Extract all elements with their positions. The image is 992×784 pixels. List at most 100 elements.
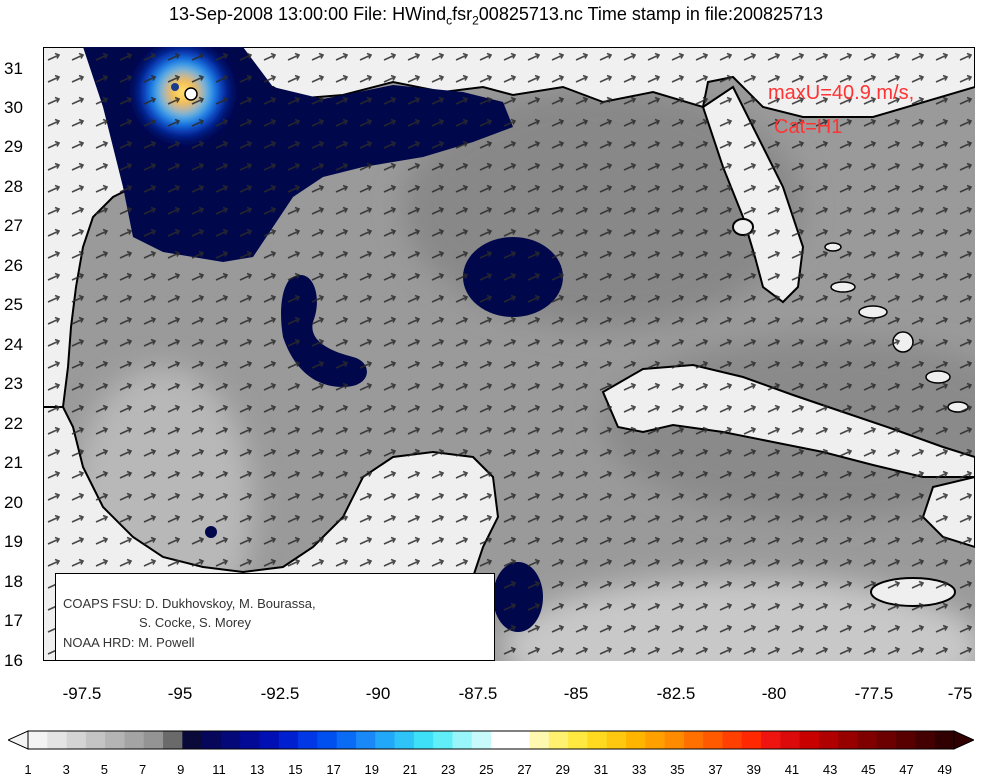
lat-label-20: 20 [4, 493, 23, 512]
colorbar-swatch [143, 731, 164, 749]
colorbar-label: 49 [937, 762, 952, 777]
colorbar-swatch [47, 731, 68, 749]
wind-map-canvas [43, 47, 975, 661]
colorbar-swatch [510, 731, 531, 749]
lon-label-80: -80 [761, 684, 787, 703]
colorbar-swatch [568, 731, 588, 749]
colorbar-label: 3 [62, 762, 70, 777]
colorbar-swatch [703, 731, 723, 749]
colorbar-label: 1 [24, 762, 32, 777]
category-annotation: Cat=H1 [774, 116, 843, 138]
colorbar-swatch [317, 731, 338, 749]
lat-label-29: 29 [4, 137, 23, 156]
colorbar-swatch [626, 731, 646, 749]
colorbar-label: 5 [100, 762, 108, 777]
colorbar-swatch [529, 731, 550, 749]
colorbar-swatch [896, 731, 916, 749]
lon-label-90: -90 [365, 684, 391, 703]
colorbar-max-arrow [953, 730, 974, 750]
colorbar-label: 11 [212, 762, 226, 777]
colorbar-swatch [433, 731, 453, 749]
colorbar-swatch [298, 731, 318, 749]
colorbar-swatch [452, 731, 473, 749]
credits-line-2: S. Cocke, S. Morey [139, 615, 251, 630]
colorbar-swatch [182, 731, 203, 749]
colorbar-label: 17 [326, 762, 341, 777]
colorbar-swatch [220, 731, 241, 749]
colorbar-label: 23 [440, 762, 456, 777]
colorbar-label: 9 [177, 762, 185, 777]
credits-line-1: COAPS FSU: D. Dukhovskoy, M. Bourassa, [63, 596, 316, 611]
colorbar-swatch [471, 731, 492, 749]
lat-label-19: 19 [4, 532, 23, 551]
colorbar-swatch [355, 731, 376, 749]
colorbar-label: 45 [861, 762, 876, 777]
colorbar-swatch [683, 731, 704, 749]
lon-label-92-5: -92.5 [260, 684, 300, 703]
credits-box: COAPS FSU: D. Dukhovskoy, M. Bourassa, S… [55, 573, 495, 661]
colorbar-swatch [915, 731, 936, 749]
lon-label-85: -85 [563, 684, 589, 703]
colorbar-swatch [722, 731, 743, 749]
colorbar-swatch [934, 731, 955, 749]
colorbar-swatch [876, 731, 897, 749]
colorbar-label: 37 [708, 762, 723, 777]
colorbar-swatch [587, 731, 608, 749]
lon-label-77-5: -77.5 [854, 684, 894, 703]
figure-title: 13-Sep-2008 13:00:00 File: HWindcfsr2008… [168, 4, 824, 28]
colorbar-swatch [28, 731, 48, 749]
colorbar [8, 730, 974, 750]
colorbar-swatch [259, 731, 280, 749]
lat-label-23: 23 [4, 374, 23, 393]
lat-label-26: 26 [4, 256, 23, 275]
colorbar-swatch [394, 731, 415, 749]
colorbar-swatch [548, 731, 569, 749]
lon-label-95: -95 [167, 684, 193, 703]
colorbar-label: 29 [555, 762, 570, 777]
colorbar-swatch [413, 731, 434, 749]
max-wind-annotation: maxU=40.9 m/s, [768, 82, 915, 104]
lat-label-18: 18 [4, 572, 23, 591]
colorbar-swatch [66, 731, 87, 749]
lon-label-75: -75 [947, 684, 973, 703]
lat-label-21: 21 [4, 453, 23, 472]
lat-label-22: 22 [4, 414, 23, 433]
colorbar-swatch [124, 731, 145, 749]
colorbar-swatch [201, 731, 222, 749]
credits-line-3: NOAA HRD: M. Powell [63, 635, 195, 650]
lon-label-82-5: -82.5 [656, 684, 696, 703]
lat-label-31: 31 [4, 59, 23, 78]
colorbar-swatch [278, 731, 299, 749]
lat-label-25: 25 [4, 295, 23, 314]
colorbar-swatch [818, 731, 839, 749]
colorbar-swatch [780, 731, 801, 749]
lat-label-17: 17 [4, 611, 23, 630]
colorbar-swatch [105, 731, 125, 749]
lat-label-30: 30 [4, 98, 23, 117]
lon-label-97-5: -97.5 [62, 684, 102, 703]
lat-label-16: 16 [4, 651, 23, 670]
lat-label-28: 28 [4, 177, 23, 196]
colorbar-label: 13 [249, 762, 265, 777]
colorbar-swatch [606, 731, 627, 749]
lat-label-24: 24 [4, 335, 23, 354]
colorbar-label: 33 [631, 762, 647, 777]
colorbar-swatch [857, 731, 878, 749]
colorbar-swatch [799, 731, 820, 749]
colorbar-swatch [336, 731, 357, 749]
colorbar-swatch [741, 731, 762, 749]
colorbar-label: 35 [670, 762, 685, 777]
colorbar-swatch [240, 731, 260, 749]
lat-label-27: 27 [4, 216, 23, 235]
colorbar-label: 41 [784, 762, 800, 777]
colorbar-label: 43 [822, 762, 838, 777]
colorbar-label: 7 [138, 762, 147, 777]
colorbar-label: 47 [899, 762, 914, 777]
wind-map [43, 47, 975, 661]
colorbar-label: 21 [402, 762, 418, 777]
colorbar-label: 27 [517, 762, 532, 777]
colorbar-swatch [838, 731, 859, 749]
wind-vectors [43, 47, 975, 661]
colorbar-label: 31 [593, 762, 609, 777]
colorbar-min-arrow [8, 730, 29, 750]
